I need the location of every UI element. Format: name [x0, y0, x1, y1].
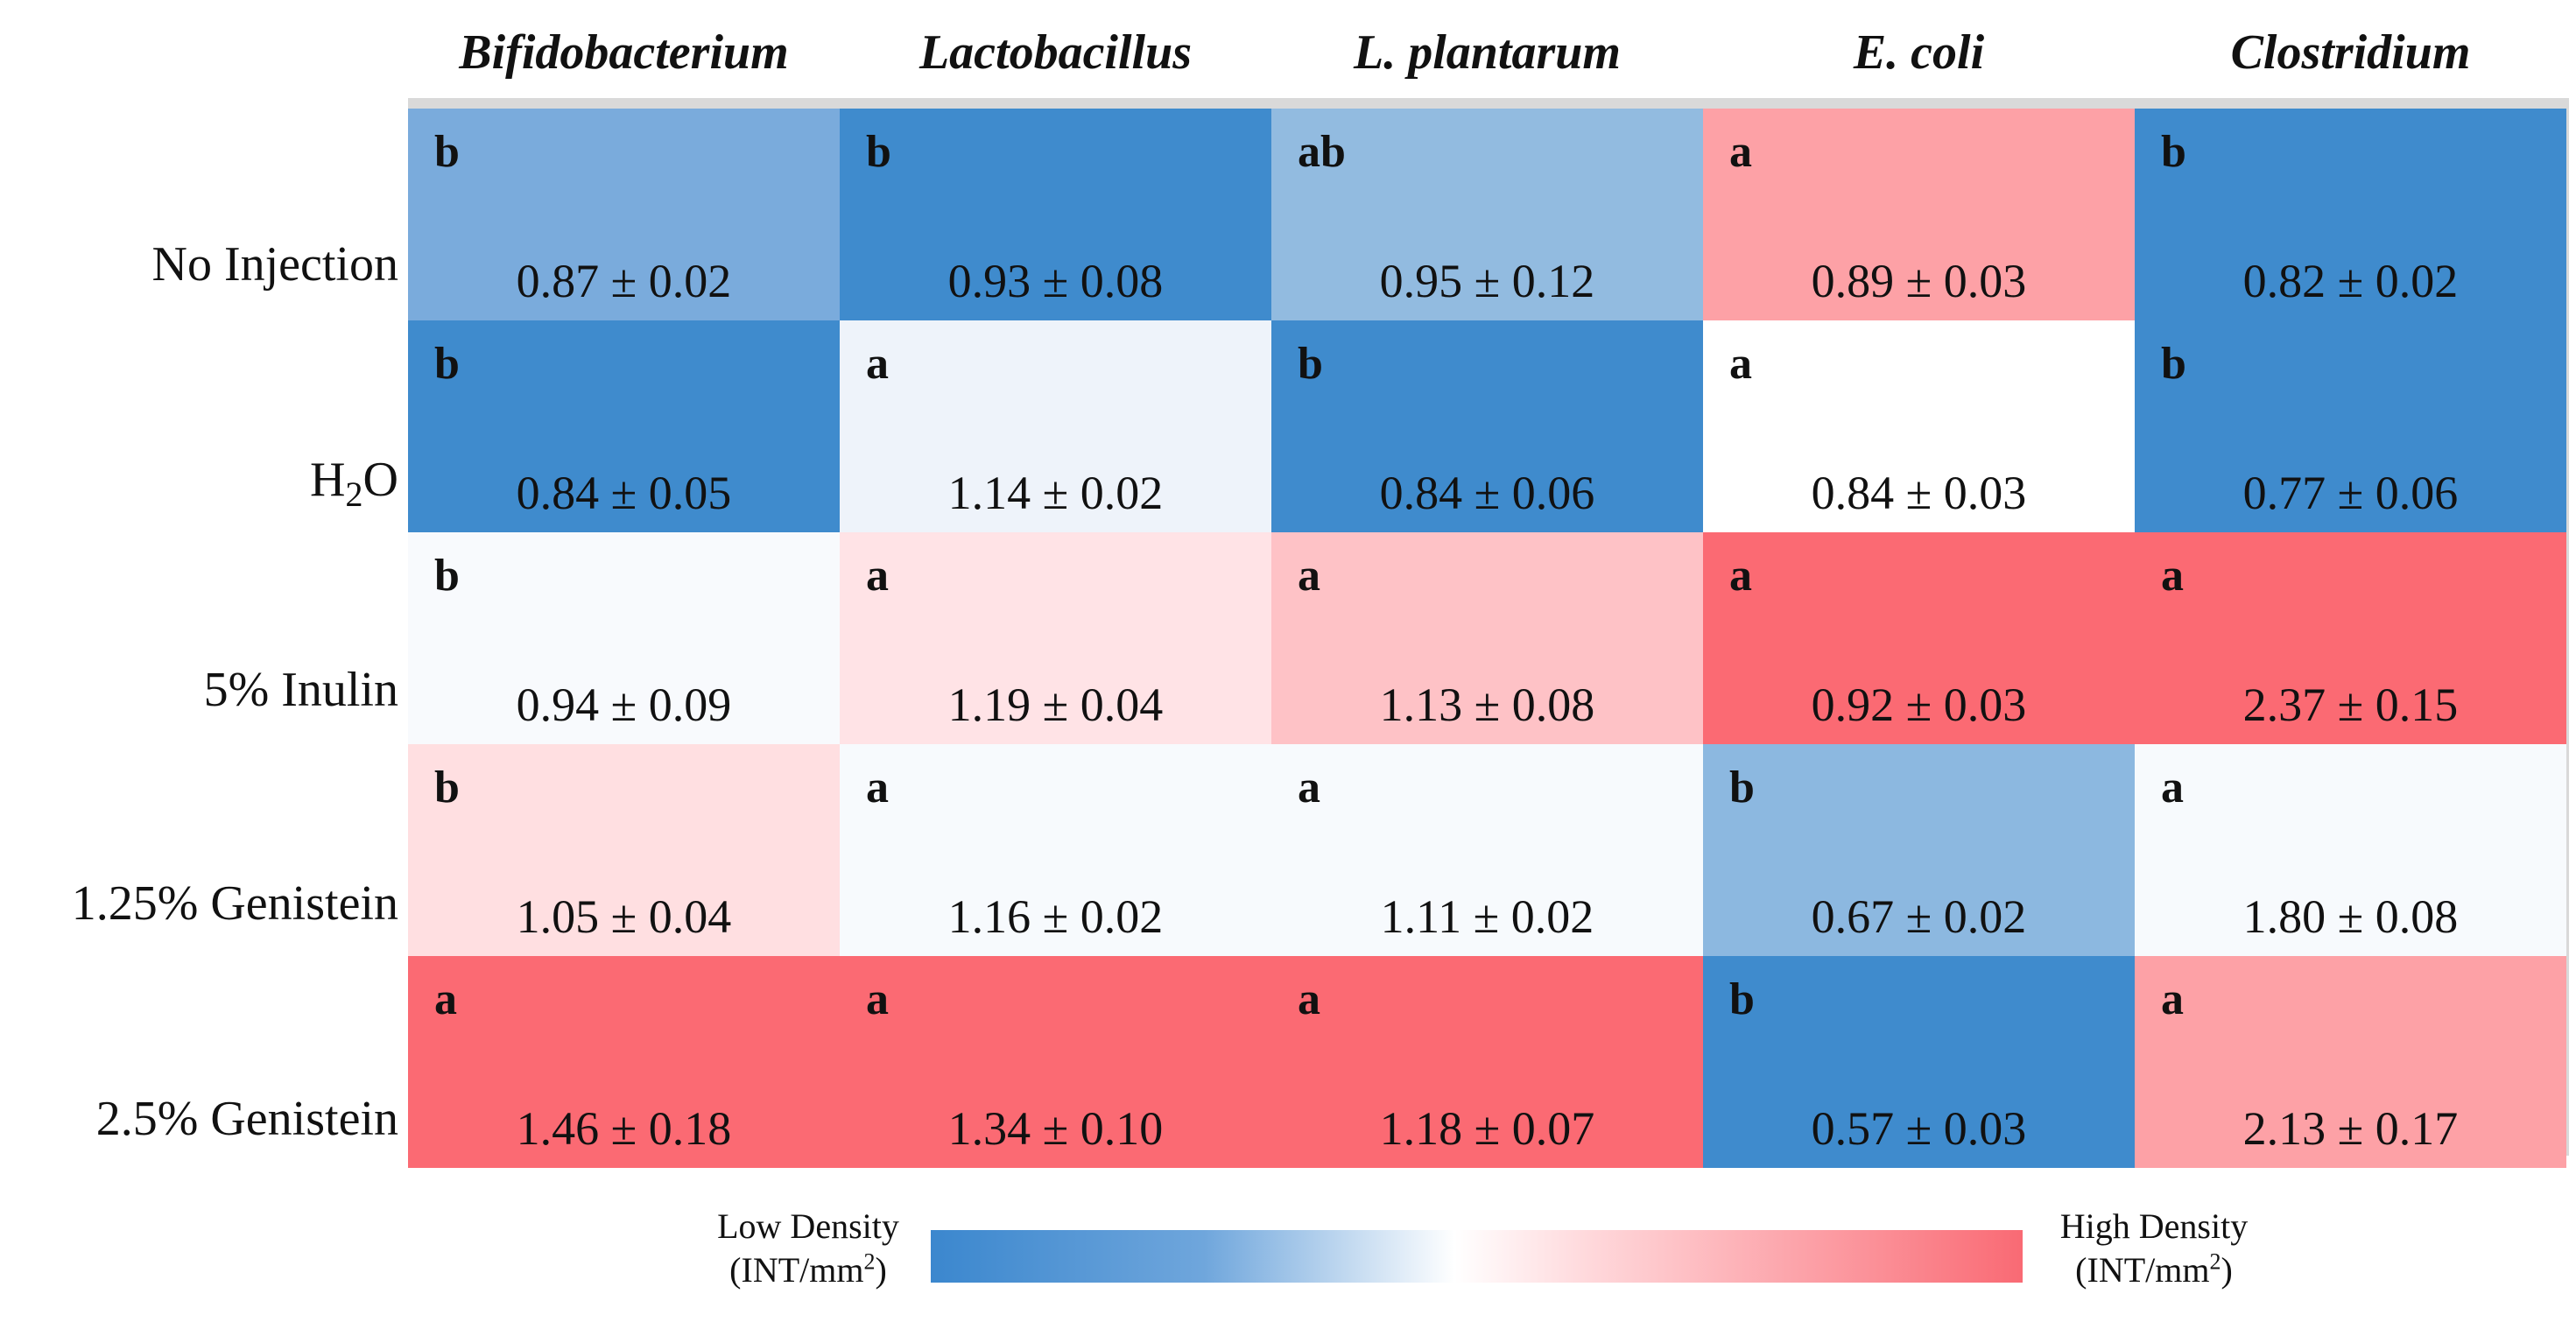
significance-letter: a: [2161, 551, 2184, 601]
significance-letter: b: [2161, 127, 2186, 177]
heatmap-cell: b 0.93 ± 0.08: [840, 109, 1271, 320]
heatmap-cell: a 0.89 ± 0.03: [1703, 109, 2135, 320]
cell-value-label: 0.89 ± 0.03: [1811, 255, 2027, 307]
heatmap-cell: a 0.84 ± 0.03: [1703, 320, 2135, 532]
column-header-l-plantarum: L. plantarum: [1354, 25, 1621, 80]
significance-letter: b: [2161, 339, 2186, 389]
significance-letter: ab: [1298, 127, 1346, 177]
heatmap-cell: a 1.19 ± 0.04: [840, 532, 1271, 744]
heatmap-cell: a 0.92 ± 0.03: [1703, 532, 2135, 744]
row-label-no-injection: No Injection: [151, 237, 398, 292]
cell-value-label: 1.80 ± 0.08: [2242, 890, 2459, 943]
heatmap-cell: a 2.13 ± 0.17: [2135, 956, 2566, 1168]
heatmap-cell: b 0.82 ± 0.02: [2135, 109, 2566, 320]
heatmap-cell: b 0.67 ± 0.02: [1703, 744, 2135, 956]
cell-value-label: 1.11 ± 0.02: [1380, 890, 1594, 943]
heatmap-cell: a 1.18 ± 0.07: [1271, 956, 1703, 1168]
cell-value-label: 0.67 ± 0.02: [1811, 890, 2027, 943]
significance-letter: b: [434, 339, 460, 389]
cell-value-label: 2.37 ± 0.15: [2242, 679, 2459, 731]
significance-letter: b: [434, 763, 460, 812]
cell-value-label: 1.18 ± 0.07: [1379, 1102, 1595, 1155]
heatmap-cell: ab 0.95 ± 0.12: [1271, 109, 1703, 320]
significance-letter: a: [1298, 974, 1320, 1024]
row-label-2-5-genistein: 2.5% Genistein: [95, 1092, 398, 1146]
cell-value-label: 1.05 ± 0.04: [516, 890, 732, 943]
cell-value-label: 0.92 ± 0.03: [1811, 679, 2027, 731]
cell-value-label: 0.82 ± 0.02: [2242, 255, 2459, 307]
legend-color-bar: [931, 1230, 2023, 1283]
cell-value-label: 1.46 ± 0.18: [516, 1102, 732, 1155]
heatmap-cell: b 0.84 ± 0.05: [408, 320, 840, 532]
heatmap-cell: b 0.87 ± 0.02: [408, 109, 840, 320]
cell-value-label: 1.14 ± 0.02: [947, 467, 1164, 519]
significance-letter: a: [2161, 763, 2184, 812]
cell-value-label: 1.19 ± 0.04: [947, 679, 1164, 731]
significance-letter: a: [2161, 974, 2184, 1024]
heatmap-cell: a 1.16 ± 0.02: [840, 744, 1271, 956]
cell-value-label: 1.13 ± 0.08: [1379, 679, 1595, 731]
significance-letter: a: [866, 763, 889, 812]
heatmap-cell: a 1.46 ± 0.18: [408, 956, 840, 1168]
cell-value-label: 0.95 ± 0.12: [1379, 255, 1595, 307]
significance-letter: b: [434, 551, 460, 601]
column-header-clostridium: Clostridium: [2230, 25, 2471, 80]
cell-value-label: 0.94 ± 0.09: [516, 679, 732, 731]
heatmap-cell: a 1.80 ± 0.08: [2135, 744, 2566, 956]
heatmap-cell: b 0.57 ± 0.03: [1703, 956, 2135, 1168]
heatmap-cell: b 1.05 ± 0.04: [408, 744, 840, 956]
column-header-bifidobacterium: Bifidobacterium: [459, 25, 789, 80]
heatmap-cell: a 2.37 ± 0.15: [2135, 532, 2566, 744]
cell-value-label: 0.87 ± 0.02: [516, 255, 732, 307]
cell-value-label: 0.84 ± 0.05: [516, 467, 732, 519]
heatmap-grid: b 0.87 ± 0.02 b 0.93 ± 0.08 ab 0.95 ± 0.12 a 0.…: [408, 98, 2569, 1168]
significance-letter: a: [866, 339, 889, 389]
column-header-e-coli: E. coli: [1853, 25, 1985, 80]
significance-letter: b: [1729, 974, 1755, 1024]
significance-letter: a: [1298, 763, 1320, 812]
column-header-lactobacillus: Lactobacillus: [918, 25, 1193, 80]
row-label-1-25-genistein: 1.25% Genistein: [71, 876, 398, 931]
legend-low-label: Low Density (INT/mm2): [717, 1206, 899, 1290]
significance-letter: a: [866, 974, 889, 1024]
cell-value-label: 1.34 ± 0.10: [947, 1102, 1164, 1155]
heatmap-cell: a 1.11 ± 0.02: [1271, 744, 1703, 956]
row-label-5-inulin: 5% Inulin: [203, 663, 398, 717]
significance-letter: b: [1298, 339, 1323, 389]
row-label-h2o: H2O: [309, 453, 398, 515]
significance-letter: a: [866, 551, 889, 601]
significance-letter: b: [434, 127, 460, 177]
cell-value-label: 0.57 ± 0.03: [1811, 1102, 2027, 1155]
cell-value-label: 0.77 ± 0.06: [2242, 467, 2459, 519]
significance-letter: b: [866, 127, 891, 177]
heatmap-cell: a 1.34 ± 0.10: [840, 956, 1271, 1168]
significance-letter: a: [1729, 127, 1752, 177]
heatmap-cell: a 1.14 ± 0.02: [840, 320, 1271, 532]
heatmap-cell: b 0.84 ± 0.06: [1271, 320, 1703, 532]
legend-high-label: High Density (INT/mm2): [2059, 1206, 2249, 1290]
significance-letter: b: [1729, 763, 1755, 812]
significance-letter: a: [1729, 551, 1752, 601]
heatmap-cell: b 0.77 ± 0.06: [2135, 320, 2566, 532]
cell-value-label: 2.13 ± 0.17: [2242, 1102, 2459, 1155]
heatmap-cell: a 1.13 ± 0.08: [1271, 532, 1703, 744]
significance-letter: a: [1729, 339, 1752, 389]
cell-value-label: 0.84 ± 0.03: [1811, 467, 2027, 519]
heatmap-cell: b 0.94 ± 0.09: [408, 532, 840, 744]
cell-value-label: 0.93 ± 0.08: [947, 255, 1164, 307]
cell-value-label: 1.16 ± 0.02: [947, 890, 1164, 943]
significance-letter: a: [434, 974, 457, 1024]
cell-value-label: 0.84 ± 0.06: [1379, 467, 1595, 519]
significance-letter: a: [1298, 551, 1320, 601]
